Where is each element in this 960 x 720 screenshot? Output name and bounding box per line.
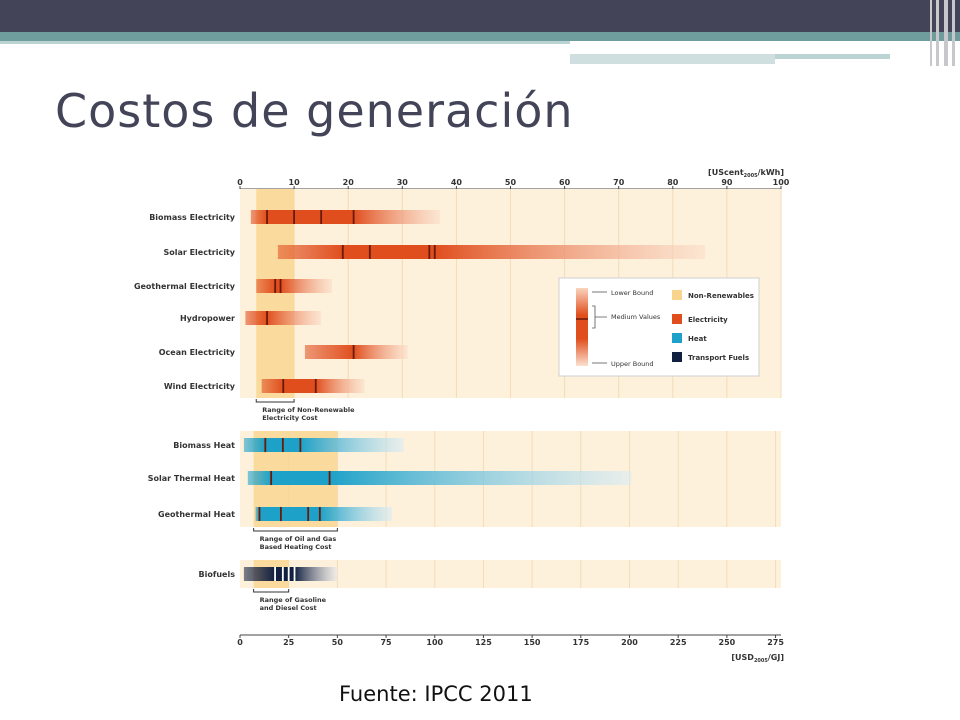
top-axis-tick-label: 10 xyxy=(289,178,301,187)
legend-lower-bound: Lower Bound xyxy=(611,289,653,297)
top-axis-tick-label: 70 xyxy=(613,178,625,187)
top-axis-tick-label: 60 xyxy=(559,178,571,187)
row-label: Hydropower xyxy=(180,314,235,323)
top-axis-tick-label: 100 xyxy=(773,178,790,187)
top-axis-tick-label: 0 xyxy=(237,178,243,187)
legend-label: Electricity xyxy=(688,316,728,324)
range-label-line1: Range of Oil and Gas xyxy=(260,535,337,543)
row-label: Solar Electricity xyxy=(163,248,235,257)
range-label-line2: Based Heating Cost xyxy=(260,543,332,551)
range-bar xyxy=(250,210,441,224)
bottom-axis-tick-label: 75 xyxy=(380,638,392,647)
legend-swatch-heat xyxy=(672,333,682,343)
range-bar xyxy=(304,345,408,359)
bottom-axis-tick-label: 225 xyxy=(670,638,687,647)
row-label: Geothermal Electricity xyxy=(134,282,236,291)
top-axis-tick-label: 80 xyxy=(667,178,679,187)
legend-box xyxy=(558,277,760,377)
slide-number: 27 xyxy=(896,4,924,29)
header-decoration xyxy=(0,0,960,66)
range-bracket-biofuels xyxy=(253,589,290,593)
legend-label: Heat xyxy=(688,335,707,343)
range-bar xyxy=(255,507,392,521)
range-bar xyxy=(256,279,332,293)
bottom-axis-tick-label: 125 xyxy=(475,638,492,647)
bottom-axis-tick-label: 0 xyxy=(237,638,243,647)
row-label: Ocean Electricity xyxy=(159,348,236,357)
source-caption: Fuente: IPCC 2011 xyxy=(339,682,533,706)
legend-swatch-transport_fuels xyxy=(672,352,682,362)
range-bar xyxy=(243,567,338,581)
range-label-line1: Range of Gasoline xyxy=(260,596,327,604)
range-bar xyxy=(243,438,404,452)
bottom-axis-tick-label: 50 xyxy=(332,638,344,647)
top-axis-tick-label: 40 xyxy=(451,178,463,187)
bottom-axis-tick-label: 200 xyxy=(621,638,638,647)
row-label: Biomass Electricity xyxy=(149,213,236,222)
legend-label: Non-Renewables xyxy=(688,292,754,300)
bottom-axis-tick-label: 175 xyxy=(572,638,589,647)
range-bar xyxy=(261,379,365,393)
header-bar xyxy=(0,0,960,32)
range-label-line1: Range of Non-Renewable xyxy=(262,406,355,414)
range-bar xyxy=(277,245,706,259)
top-axis-tick-label: 30 xyxy=(397,178,409,187)
top-axis-tick-label: 90 xyxy=(721,178,733,187)
range-label-line2: Electricity Cost xyxy=(262,414,317,422)
bottom-axis-unit-label: [USD2005/GJ] xyxy=(731,653,784,664)
row-label: Biofuels xyxy=(199,570,236,579)
row-label: Solar Thermal Heat xyxy=(148,474,235,483)
row-label: Geothermal Heat xyxy=(158,510,235,519)
cost-range-chart: [UScent2005/kWh] [USD2005/GJ] 0 10 20 30 40 50 6… xyxy=(134,168,790,664)
legend-medium-bracket xyxy=(592,305,607,329)
range-bar xyxy=(245,311,322,325)
top-axis-unit-label: [UScent2005/kWh] xyxy=(708,168,784,179)
legend-swatch-non_renewables xyxy=(672,290,682,300)
bottom-axis-tick-label: 275 xyxy=(767,638,784,647)
legend-upper-bound: Upper Bound xyxy=(611,360,654,368)
bottom-axis-tick-label: 250 xyxy=(719,638,736,647)
row-label: Biomass Heat xyxy=(173,441,235,450)
row-label: Wind Electricity xyxy=(164,382,236,391)
top-axis-tick-label: 50 xyxy=(505,178,517,187)
range-bar xyxy=(247,471,632,485)
slide-title: Costos de generación xyxy=(55,84,574,138)
legend-medium-values: Medium Values xyxy=(611,313,661,321)
top-axis-tick-label: 20 xyxy=(343,178,355,187)
bottom-axis-tick-label: 150 xyxy=(524,638,541,647)
legend-swatch-electricity xyxy=(672,314,682,324)
range-bracket-electricity xyxy=(255,399,295,403)
bottom-axis-tick-label: 100 xyxy=(426,638,443,647)
legend-label: Transport Fuels xyxy=(688,354,749,362)
legend-gradient-swatch xyxy=(576,288,588,366)
range-label-line2: and Diesel Cost xyxy=(260,604,317,612)
range-bracket-heat xyxy=(253,528,338,532)
bottom-axis-tick-label: 25 xyxy=(283,638,295,647)
